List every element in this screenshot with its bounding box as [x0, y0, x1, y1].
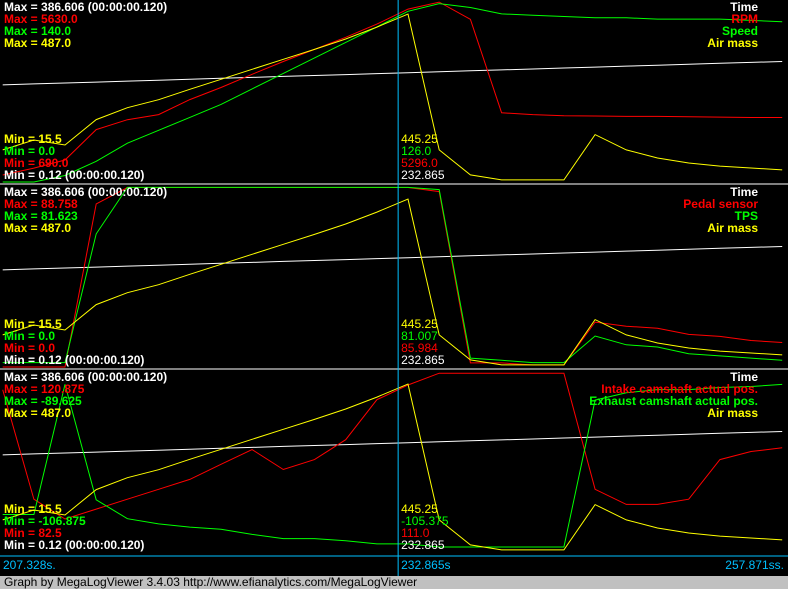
- max-label: Max = 81.623: [4, 209, 78, 223]
- cursor-value: 232.865: [401, 353, 445, 367]
- time-bar: [0, 556, 788, 576]
- cursor-value: 126.0: [401, 144, 431, 158]
- min-label: Min = 0.0: [4, 144, 55, 158]
- max-label: Max = 386.606 (00:00:00.120): [4, 0, 167, 14]
- max-label: Max = 88.758: [4, 197, 78, 211]
- time-cursor: 232.865s: [401, 558, 450, 572]
- max-label: Max = 386.606 (00:00:00.120): [4, 370, 167, 384]
- legend-entry: Time: [730, 370, 758, 384]
- cursor-value: 445.25: [401, 132, 438, 146]
- time-start: 207.328s.: [3, 558, 56, 572]
- min-label: Min = 690.0: [4, 156, 69, 170]
- time-end: 257.871ss.: [725, 558, 784, 572]
- legend-entry: TPS: [735, 209, 758, 223]
- trace-line: [2, 431, 783, 456]
- max-label: Max = 5630.0: [4, 12, 78, 26]
- cursor-value: 445.25: [401, 502, 438, 516]
- trace-line: [2, 246, 783, 271]
- legend-entry: Exhaust camshaft actual pos.: [589, 394, 758, 408]
- min-label: Min = 0.0: [4, 329, 55, 343]
- trace-line: [2, 1, 783, 176]
- cursor-value: 232.865: [401, 168, 445, 182]
- legend-entry: RPM: [731, 12, 758, 26]
- legend-entry: Time: [730, 0, 758, 14]
- max-label: Max = 487.0: [4, 221, 71, 235]
- min-label: Min = 15.5: [4, 317, 62, 331]
- legend-entry: Speed: [722, 24, 758, 38]
- legend-entry: Intake camshaft actual pos.: [601, 382, 758, 396]
- cursor-value: 85.984: [401, 341, 438, 355]
- trace-line: [2, 13, 783, 181]
- min-label: Min = 82.5: [4, 526, 62, 540]
- legend-entry: Air mass: [707, 406, 758, 420]
- trace-line: [2, 383, 783, 551]
- max-label: Max = 140.0: [4, 24, 71, 38]
- legend-entry: Time: [730, 185, 758, 199]
- trace-line: [2, 198, 783, 366]
- legend-entry: Air mass: [707, 221, 758, 235]
- cursor-value: 445.25: [401, 317, 438, 331]
- min-label: Min = 15.5: [4, 502, 62, 516]
- cursor-value: 111.0: [401, 526, 430, 540]
- status-bar: [0, 576, 788, 589]
- max-label: Max = 386.606 (00:00:00.120): [4, 185, 167, 199]
- trace-line: [2, 372, 783, 520]
- status-text: Graph by MegaLogViewer 3.4.03 http://www…: [4, 575, 417, 589]
- trace-line: [2, 3, 783, 183]
- cursor-value: 81.007: [401, 329, 438, 343]
- legend-entry: Air mass: [707, 36, 758, 50]
- trace-line: [2, 61, 783, 86]
- min-label: Min = 0.12 (00:00:00.120): [4, 168, 144, 182]
- legend-entry: Pedal sensor: [683, 197, 758, 211]
- min-label: Min = 0.12 (00:00:00.120): [4, 353, 144, 367]
- min-label: Min = -106.875: [4, 514, 86, 528]
- max-label: Max = 120.875: [4, 382, 85, 396]
- min-label: Min = 0.0: [4, 341, 55, 355]
- min-label: Min = 15.5: [4, 132, 62, 146]
- min-label: Min = 0.12 (00:00:00.120): [4, 538, 144, 552]
- max-label: Max = 487.0: [4, 36, 71, 50]
- cursor-value: 232.865: [401, 538, 445, 552]
- trace-line: [2, 186, 783, 364]
- max-label: Max = -89.625: [4, 394, 82, 408]
- max-label: Max = 487.0: [4, 406, 71, 420]
- cursor-value: 5296.0: [401, 156, 438, 170]
- cursor-value: -105.375: [401, 514, 449, 528]
- trace-line: [2, 383, 783, 548]
